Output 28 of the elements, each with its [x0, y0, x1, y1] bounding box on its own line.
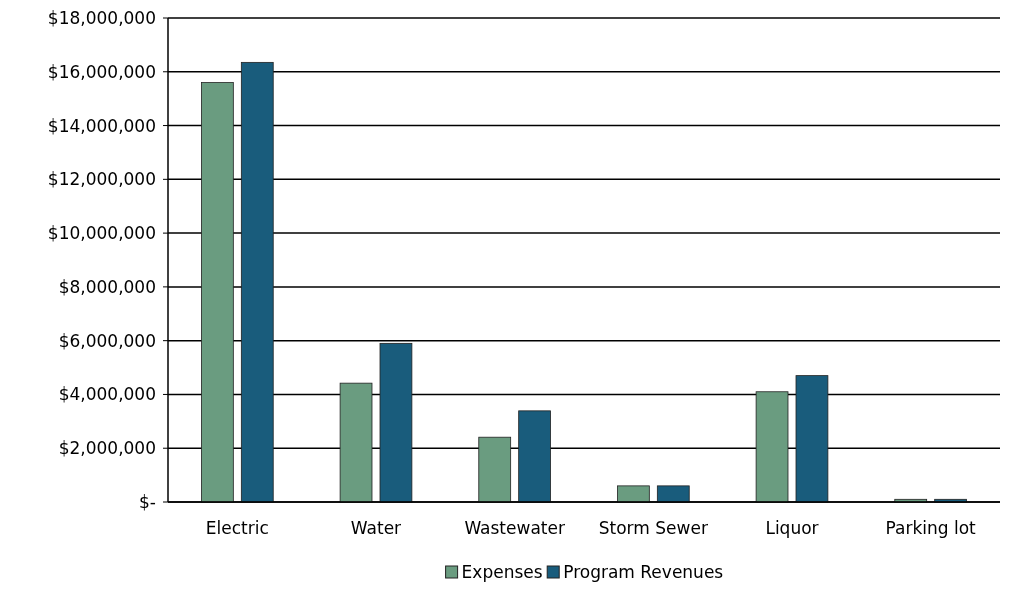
x-tick-label: Parking lot — [885, 518, 977, 538]
x-tick-label: Wastewater — [464, 518, 565, 538]
bar — [201, 82, 234, 503]
x-tick-label: Storm Sewer — [598, 518, 708, 538]
bar — [518, 410, 551, 503]
bar — [339, 382, 373, 503]
bar — [795, 375, 829, 503]
legend-label: Expenses — [461, 561, 543, 582]
y-tick-label: $16,000,000 — [47, 61, 156, 82]
y-tick-label: $18,000,000 — [47, 7, 156, 28]
bar — [379, 342, 413, 503]
bar — [656, 485, 690, 503]
bar — [240, 61, 274, 503]
y-tick-label: $6,000,000 — [58, 330, 156, 351]
y-tick-label: $10,000,000 — [47, 223, 156, 244]
bar — [755, 391, 789, 503]
bar — [478, 436, 512, 503]
y-tick-label: $8,000,000 — [58, 276, 156, 297]
y-tick-label: $12,000,000 — [47, 169, 156, 190]
y-tick-label: $4,000,000 — [58, 384, 156, 405]
x-tick-label: Electric — [205, 518, 269, 538]
legend-label: Program Revenues — [563, 561, 724, 582]
x-tick-label: Liquor — [765, 518, 819, 538]
y-tick-label: $2,000,000 — [58, 438, 156, 459]
bar — [617, 485, 650, 503]
y-tick-label: $14,000,000 — [47, 115, 156, 136]
y-tick-label: $- — [139, 491, 156, 512]
x-tick-label: Water — [350, 518, 402, 538]
